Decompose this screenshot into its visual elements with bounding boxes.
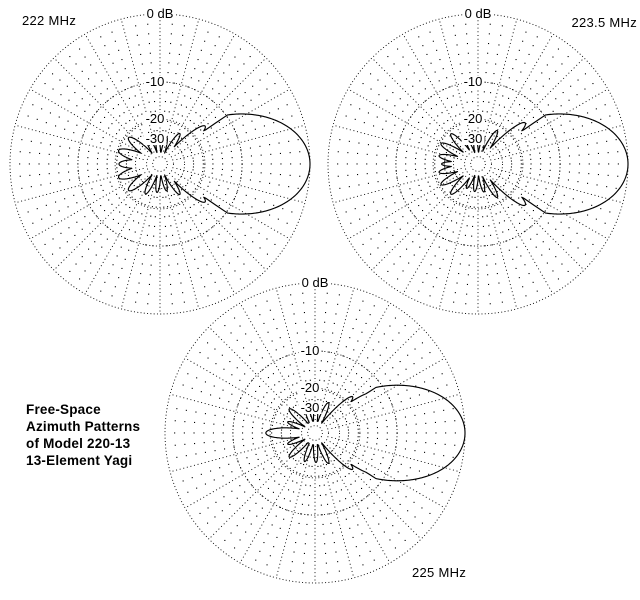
ring-label-0db: 0 dB (144, 6, 176, 21)
azimuth-spoke (402, 33, 470, 150)
azimuth-spoke (84, 33, 152, 150)
azimuth-spoke (169, 393, 299, 430)
frequency-label: 225 MHz (412, 565, 467, 580)
db-ring (470, 156, 486, 172)
ring-label--10: -10 (461, 73, 485, 89)
azimuth-spoke (171, 175, 267, 271)
azimuth-spoke (208, 326, 304, 422)
frequency-label: 222 MHz (22, 13, 77, 28)
figure-title-line: Free-Space (26, 402, 101, 417)
azimuth-spoke (14, 124, 144, 161)
polar-plot-225mhz (164, 282, 466, 584)
db-ring (289, 407, 341, 459)
ring-label--20: -20 (298, 380, 322, 396)
ring-label--20: -20 (143, 111, 167, 127)
ring-label-0db: 0 dB (462, 6, 494, 21)
db-ring (146, 150, 174, 178)
azimuth-spoke (29, 172, 146, 240)
azimuth-spoke (494, 167, 624, 204)
azimuth-spoke (331, 393, 461, 430)
frequency-label: 223.5 MHz (571, 15, 637, 30)
db-ring (301, 419, 329, 447)
azimuth-spoke (174, 88, 291, 156)
grid-dot-field (337, 23, 619, 305)
db-ring (307, 425, 323, 441)
azimuth-spoke (163, 18, 200, 148)
azimuth-spoke (208, 444, 304, 540)
db-ring (164, 282, 466, 584)
azimuth-spoke (323, 447, 391, 564)
azimuth-spoke (239, 447, 307, 564)
azimuth-spoke (174, 172, 291, 240)
azimuth-spoke (29, 88, 146, 156)
azimuth-spoke (438, 180, 475, 310)
azimuth-spoke (84, 178, 152, 295)
db-ring (9, 13, 311, 315)
db-ring (327, 13, 629, 315)
azimuth-spoke (329, 357, 446, 425)
figure-title-line: of Model 220-13 (26, 436, 131, 451)
grid-dot-field (174, 292, 456, 574)
azimuth-spoke (326, 444, 422, 540)
azimuth-spoke (171, 57, 267, 153)
radiation-pattern-curve (265, 384, 466, 482)
ring-label--30: -30 (298, 400, 322, 416)
ring-label--20: -20 (461, 111, 485, 127)
azimuth-spoke (184, 357, 301, 425)
azimuth-spoke (323, 302, 391, 419)
azimuth-spoke (168, 33, 236, 150)
db-ring (232, 350, 398, 516)
azimuth-spoke (120, 180, 157, 310)
azimuth-spoke (275, 449, 312, 579)
azimuth-spoke (331, 436, 461, 473)
db-ring (464, 150, 492, 178)
db-ring (134, 138, 186, 190)
azimuth-spoke (329, 441, 446, 509)
azimuth-spoke (489, 57, 585, 153)
azimuth-spoke (14, 167, 144, 204)
grid-dot-field (19, 23, 301, 305)
ring-label-0db: 0 dB (299, 275, 331, 290)
azimuth-spoke (176, 167, 306, 204)
ring-label--30: -30 (461, 131, 485, 147)
figure-title-line: 13-Element Yagi (26, 453, 133, 468)
ring-label--30: -30 (143, 131, 167, 147)
azimuth-spoke (176, 124, 306, 161)
db-ring (452, 138, 504, 190)
azimuth-spoke (347, 172, 464, 240)
azimuth-spoke (402, 178, 470, 295)
figure-title: Free-Space Azimuth Patterns of Model 220… (26, 401, 140, 469)
radiation-pattern-curve (438, 113, 629, 215)
azimuth-spoke (169, 436, 299, 473)
azimuth-spoke (489, 175, 585, 271)
azimuth-spoke (486, 178, 554, 295)
azimuth-spoke (494, 124, 624, 161)
db-ring (152, 156, 168, 172)
azimuth-spoke (168, 178, 236, 295)
figure-title-line: Azimuth Patterns (26, 419, 141, 434)
polar-plot-222mhz (9, 13, 311, 315)
azimuth-spoke (486, 33, 554, 150)
ring-label--10: -10 (298, 342, 322, 358)
polar-plot-223.5mhz (327, 13, 629, 315)
azimuth-spoke (347, 88, 464, 156)
azimuth-spoke (492, 88, 609, 156)
azimuth-spoke (184, 441, 301, 509)
azimuth-spoke (326, 326, 422, 422)
db-ring (395, 81, 561, 247)
ring-label--10: -10 (143, 73, 167, 89)
azimuth-spoke (163, 180, 200, 310)
azimuth-spoke (492, 172, 609, 240)
azimuth-spoke (239, 302, 307, 419)
